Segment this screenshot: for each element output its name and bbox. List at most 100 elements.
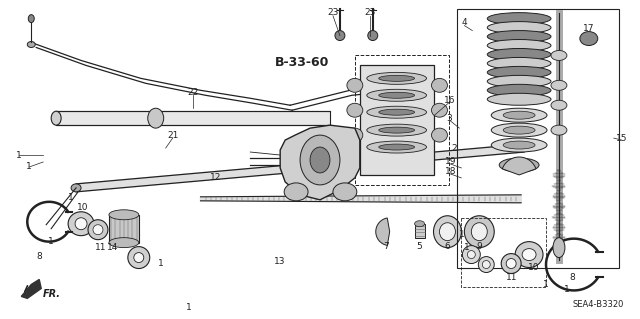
Ellipse shape — [93, 225, 103, 235]
Bar — [415, 224, 424, 238]
Text: 1: 1 — [186, 303, 191, 312]
Text: 10: 10 — [77, 203, 89, 212]
Ellipse shape — [431, 78, 447, 92]
Ellipse shape — [433, 216, 461, 248]
Text: 1: 1 — [158, 259, 164, 268]
Bar — [355, 56, 449, 185]
Ellipse shape — [75, 218, 87, 230]
Text: 19: 19 — [445, 158, 456, 167]
Ellipse shape — [88, 220, 108, 240]
Text: 12: 12 — [210, 174, 221, 182]
Ellipse shape — [471, 223, 487, 241]
Ellipse shape — [367, 86, 377, 94]
Ellipse shape — [367, 124, 426, 136]
Ellipse shape — [487, 22, 551, 33]
Text: 20: 20 — [323, 170, 333, 179]
Ellipse shape — [367, 141, 426, 153]
Text: 1: 1 — [458, 230, 464, 239]
Ellipse shape — [369, 92, 379, 100]
Ellipse shape — [462, 246, 480, 263]
Ellipse shape — [28, 15, 35, 23]
Ellipse shape — [487, 31, 551, 42]
Text: 17: 17 — [583, 24, 595, 33]
Bar — [56, 111, 330, 125]
Text: 23: 23 — [327, 8, 339, 17]
Text: 22: 22 — [187, 88, 198, 97]
Ellipse shape — [478, 256, 494, 272]
Bar — [461, 218, 546, 287]
Text: 8: 8 — [569, 273, 575, 282]
Ellipse shape — [379, 75, 415, 81]
Bar — [360, 65, 435, 175]
Ellipse shape — [551, 100, 567, 110]
Ellipse shape — [300, 135, 340, 185]
Text: 4: 4 — [461, 18, 467, 27]
Ellipse shape — [379, 109, 415, 115]
Ellipse shape — [501, 254, 521, 273]
Ellipse shape — [335, 31, 345, 41]
Text: 23: 23 — [364, 8, 376, 17]
Text: 10: 10 — [528, 263, 540, 272]
Ellipse shape — [71, 184, 81, 192]
Text: 7: 7 — [383, 242, 388, 251]
Ellipse shape — [367, 89, 426, 101]
Ellipse shape — [347, 78, 363, 92]
Ellipse shape — [148, 108, 164, 128]
Text: 6: 6 — [445, 242, 451, 251]
Ellipse shape — [515, 241, 543, 268]
Ellipse shape — [68, 212, 94, 236]
Ellipse shape — [487, 93, 551, 105]
Ellipse shape — [503, 126, 535, 134]
Text: 9: 9 — [476, 242, 482, 251]
Ellipse shape — [492, 108, 547, 122]
Wedge shape — [502, 157, 536, 175]
Polygon shape — [76, 144, 524, 192]
Bar — [458, 9, 619, 268]
Ellipse shape — [368, 31, 378, 41]
Ellipse shape — [487, 57, 551, 70]
Ellipse shape — [503, 141, 535, 149]
Text: 1: 1 — [26, 162, 32, 172]
Text: 1: 1 — [327, 159, 333, 167]
Ellipse shape — [580, 32, 598, 46]
Ellipse shape — [347, 103, 363, 117]
Ellipse shape — [109, 238, 139, 248]
Ellipse shape — [347, 128, 363, 142]
Ellipse shape — [492, 138, 547, 152]
Text: 5: 5 — [417, 242, 422, 251]
Ellipse shape — [551, 50, 567, 60]
Ellipse shape — [506, 259, 516, 269]
Ellipse shape — [522, 249, 536, 261]
Ellipse shape — [28, 41, 35, 48]
Text: 1: 1 — [564, 285, 570, 294]
Ellipse shape — [492, 123, 547, 137]
Ellipse shape — [487, 75, 551, 87]
Text: 14: 14 — [108, 243, 118, 252]
Polygon shape — [200, 195, 521, 203]
Wedge shape — [376, 218, 390, 245]
Bar — [109, 215, 139, 243]
Text: 3: 3 — [447, 114, 452, 123]
Text: 11: 11 — [95, 243, 107, 252]
Ellipse shape — [284, 183, 308, 201]
Text: 15: 15 — [616, 134, 627, 143]
Text: 21: 21 — [167, 130, 179, 140]
Ellipse shape — [467, 251, 476, 259]
Ellipse shape — [379, 127, 415, 133]
Ellipse shape — [553, 238, 565, 257]
Ellipse shape — [551, 125, 567, 135]
Text: 13: 13 — [275, 257, 286, 266]
Ellipse shape — [51, 111, 61, 125]
Text: FR.: FR. — [44, 289, 61, 300]
Ellipse shape — [367, 72, 426, 84]
Ellipse shape — [487, 84, 551, 96]
Ellipse shape — [551, 80, 567, 90]
Ellipse shape — [483, 261, 490, 269]
Ellipse shape — [503, 111, 535, 119]
Ellipse shape — [379, 92, 415, 98]
Text: B-33-60: B-33-60 — [275, 56, 330, 69]
Ellipse shape — [487, 40, 551, 51]
Ellipse shape — [134, 253, 144, 263]
Ellipse shape — [431, 103, 447, 117]
Ellipse shape — [431, 128, 447, 142]
